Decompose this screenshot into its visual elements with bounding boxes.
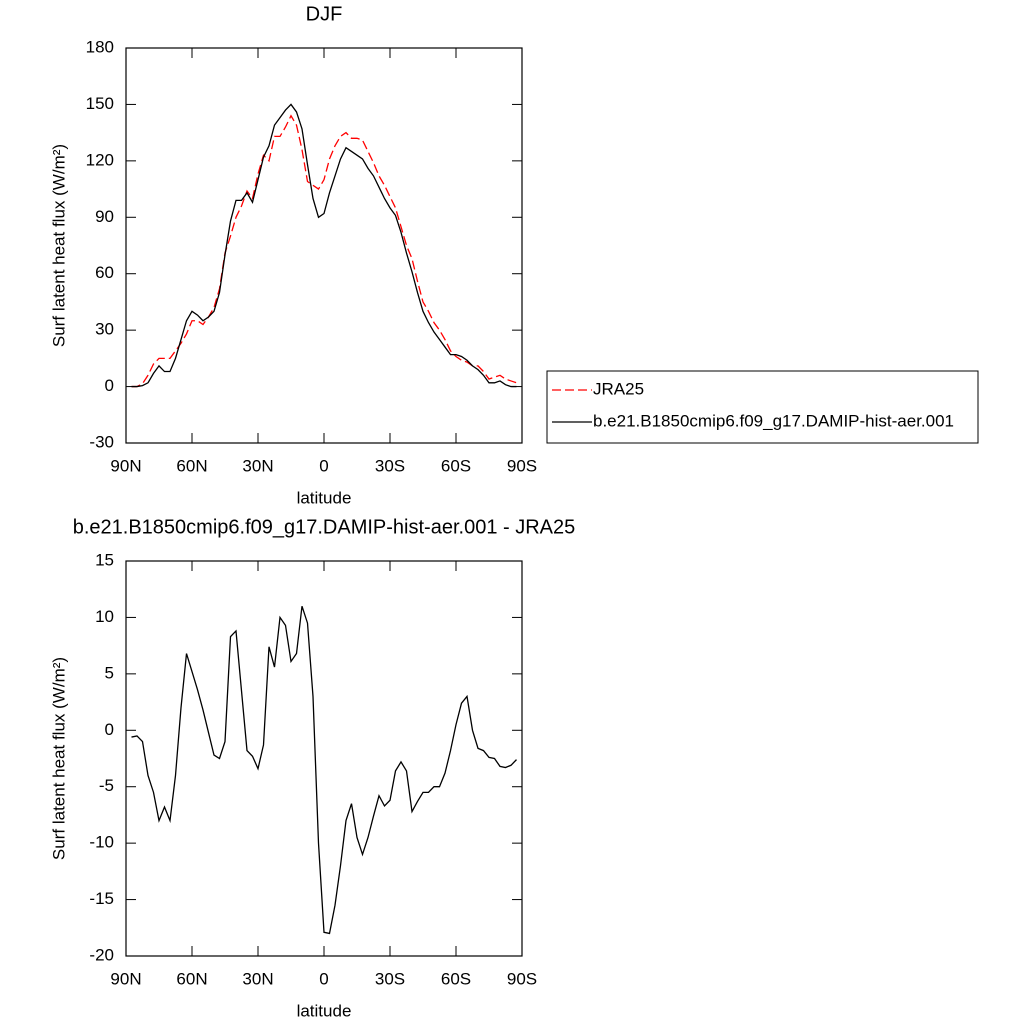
y-tick-label: 180 [86, 37, 114, 56]
data-line [131, 605, 517, 935]
data-line [131, 103, 517, 388]
y-tick-label: 5 [105, 663, 114, 682]
plot-frame [125, 560, 523, 957]
y-tick-label: -30 [89, 432, 114, 451]
legend-label: b.e21.B1850cmip6.f09_g17.DAMIP-hist-aer.… [593, 411, 954, 430]
x-tick-label: 90N [110, 969, 141, 988]
legend-box [546, 370, 979, 444]
y-tick-label: 0 [105, 720, 114, 739]
x-tick-label: 0 [319, 456, 328, 475]
y-tick-label: -10 [89, 833, 114, 852]
x-tick-label: 90S [507, 969, 537, 988]
x-tick-label: 60N [176, 969, 207, 988]
y-tick-label: 60 [95, 263, 114, 282]
x-tick-label: 30S [375, 456, 405, 475]
y-tick-label: -5 [99, 776, 114, 795]
y-tick-label: 120 [86, 150, 114, 169]
y-axis-label: Surf latent heat flux (W/m²) [49, 657, 68, 860]
legend-label: JRA25 [593, 379, 644, 398]
y-tick-label: 10 [95, 607, 114, 626]
x-tick-label: 60N [176, 456, 207, 475]
x-tick-label: 60S [441, 456, 471, 475]
y-tick-label: 150 [86, 94, 114, 113]
x-tick-label: 60S [441, 969, 471, 988]
x-tick-label: 30N [242, 456, 273, 475]
y-tick-label: 0 [105, 376, 114, 395]
y-tick-label: 15 [95, 550, 114, 569]
x-axis-label: latitude [297, 488, 352, 507]
x-tick-label: 30N [242, 969, 273, 988]
x-tick-label: 30S [375, 969, 405, 988]
y-tick-label: 90 [95, 207, 114, 226]
chart-title: DJF [306, 3, 343, 25]
y-tick-label: -20 [89, 945, 114, 964]
x-tick-label: 90N [110, 456, 141, 475]
x-axis-label: latitude [297, 1001, 352, 1020]
data-line [131, 114, 517, 388]
x-tick-label: 90S [507, 456, 537, 475]
chart-title: b.e21.B1850cmip6.f09_g17.DAMIP-hist-aer.… [73, 516, 576, 538]
y-tick-label: 30 [95, 320, 114, 339]
y-tick-label: -15 [89, 889, 114, 908]
x-tick-label: 0 [319, 969, 328, 988]
y-axis-label: Surf latent heat flux (W/m²) [49, 144, 68, 347]
plot-frame [125, 47, 523, 444]
